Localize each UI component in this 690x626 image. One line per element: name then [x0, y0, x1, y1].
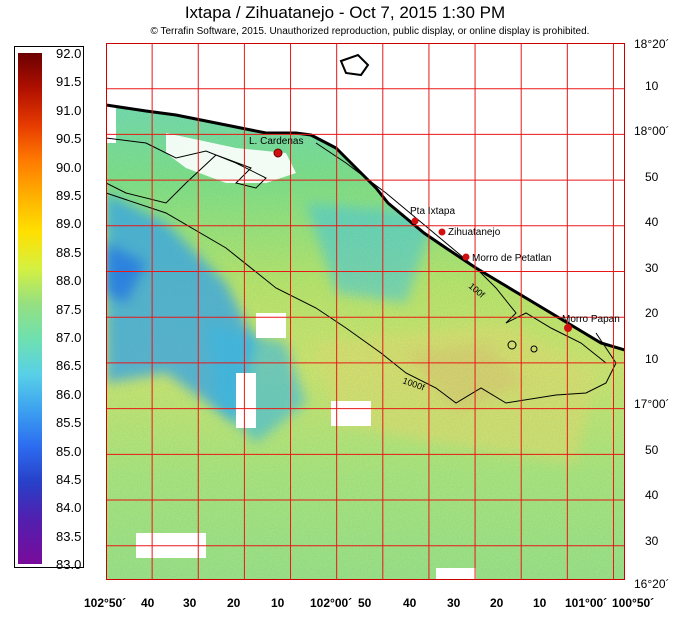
place-label: Zihuatanejo: [448, 227, 501, 238]
latitude-label: 10: [645, 352, 659, 366]
scale-tick-label: 85.0: [56, 443, 82, 459]
map-title: Ixtapa / Zihuatanejo - Oct 7, 2015 1:30 …: [184, 3, 506, 22]
longitude-label: 10: [533, 596, 547, 610]
longitude-label: 20: [227, 596, 241, 610]
latitude-label: 16°20´: [634, 577, 670, 591]
place-marker: [438, 228, 446, 236]
latitude-label: 17°00´: [634, 397, 670, 411]
contour-line: [106, 137, 267, 204]
scale-tick-label: 90.0: [56, 159, 82, 175]
latitude-label: 50: [645, 443, 659, 457]
contour-100f: [315, 142, 607, 364]
scale-tick-label: 89.5: [56, 188, 82, 203]
scale-tick-label: 85.5: [56, 415, 82, 431]
sea-surface-temperature-map[interactable]: 1000f 100f L. Cardenas Pta Ixtapa Zihuat…: [106, 43, 625, 580]
longitude-label: 102°50´: [84, 596, 127, 610]
place-marker: [411, 217, 419, 225]
temperature-color-bar: [18, 53, 42, 564]
scale-tick-label: 87.5: [56, 301, 82, 317]
latitude-label: 18°00´: [634, 124, 670, 138]
island-outline: [339, 53, 370, 77]
latitude-label: 30: [645, 261, 659, 275]
longitude-label: 30: [447, 596, 461, 610]
scale-tick-label: 88.0: [56, 273, 82, 289]
longitude-label: 102°00´: [310, 596, 353, 610]
longitude-label: 30: [183, 596, 197, 610]
longitude-label: 101°00´: [565, 596, 608, 610]
longitude-label: 40: [403, 596, 417, 610]
scale-tick-label: 83.0: [56, 557, 82, 573]
latitude-label: 30: [645, 534, 659, 548]
scale-tick-label: 92.0: [56, 46, 82, 61]
coastline: [106, 103, 625, 352]
scale-tick-label: 88.5: [56, 244, 82, 260]
longitude-label: 100°50´: [612, 596, 655, 610]
latitude-label: 20: [645, 306, 659, 320]
place-label: Pta Ixtapa: [410, 206, 455, 217]
latitude-label: 40: [645, 488, 659, 502]
latitude-label: 18°20´: [634, 37, 670, 51]
latitude-label: 10: [645, 79, 659, 93]
scale-tick-label: 86.5: [56, 358, 82, 374]
scale-tick-label: 91.5: [56, 74, 82, 90]
longitude-label: 40: [141, 596, 155, 610]
place-label: Morro Papan: [562, 314, 620, 325]
place-marker: [564, 324, 572, 332]
scale-tick-label: 84.5: [56, 472, 82, 487]
contour-1000f: [106, 192, 617, 404]
longitude-label: 10: [271, 596, 285, 610]
lat-lon-grid: [106, 43, 625, 580]
scale-tick-label: 84.0: [56, 500, 82, 516]
land-mass: [106, 43, 625, 350]
longitude-label: 50: [358, 596, 372, 610]
scale-tick-label: 89.0: [56, 216, 82, 232]
latitude-label: 40: [645, 215, 659, 229]
longitude-label: 20: [490, 596, 504, 610]
scale-tick-label: 90.5: [56, 131, 82, 147]
scale-tick-label: 86.0: [56, 386, 82, 402]
scale-tick-label: 87.0: [56, 330, 82, 345]
place-label: Morro de Petatlan: [472, 253, 552, 264]
scale-tick-label: 91.0: [56, 102, 82, 118]
place-marker: [273, 148, 283, 158]
place-label: L. Cardenas: [249, 136, 303, 147]
scale-tick-label: 83.5: [56, 528, 82, 544]
place-marker: [462, 253, 470, 261]
copyright-notice: © Terrafin Software, 2015. Unauthorized …: [150, 26, 590, 37]
latitude-label: 50: [645, 170, 659, 184]
